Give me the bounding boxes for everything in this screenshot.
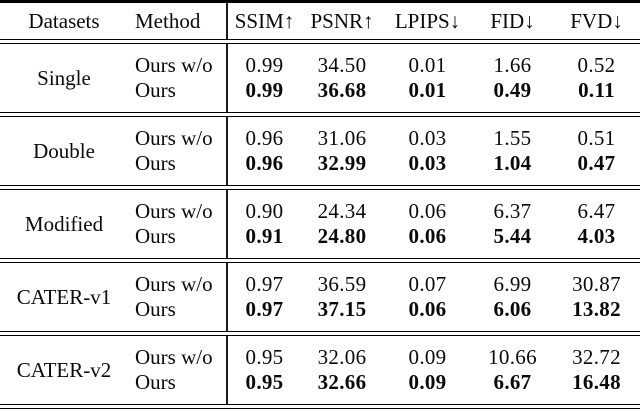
lpips-value: 0.06 — [408, 224, 447, 248]
fvd-value: 13.82 — [572, 297, 621, 321]
fvd-value: 6.47 — [577, 199, 616, 223]
fid-value: 0.49 — [493, 78, 532, 102]
dataset-label: CATER-v1 — [16, 284, 112, 309]
fid-value: 6.67 — [493, 370, 532, 394]
fvd-value: 0.51 — [577, 126, 616, 150]
double-rule — [0, 39, 640, 44]
fvd-value: 16.48 — [572, 370, 621, 394]
header-divider — [0, 39, 640, 44]
psnr-value: 24.34 — [317, 199, 367, 223]
table-row: Modified Ours w/o 0.90 24.34 0.06 6.37 6… — [0, 190, 640, 236]
fid-value: 6.99 — [493, 272, 532, 296]
double-rule — [0, 112, 640, 117]
psnr-value: 32.06 — [317, 345, 367, 369]
ssim-value: 0.97 — [245, 272, 284, 296]
group-divider — [0, 258, 640, 263]
double-rule — [0, 185, 640, 190]
lpips-value: 0.01 — [408, 53, 447, 77]
method-cell: Ours w/o — [128, 190, 228, 224]
lpips-value: 0.09 — [408, 345, 447, 369]
bottom-rule — [0, 404, 640, 409]
fvd-value: 0.52 — [577, 53, 616, 77]
table-row: CATER-v1 Ours w/o 0.97 36.59 0.07 6.99 3… — [0, 263, 640, 309]
lpips-value: 0.03 — [408, 126, 447, 150]
lpips-value: 0.09 — [408, 370, 447, 394]
method-cell: Ours — [128, 224, 228, 258]
lpips-value: 0.07 — [408, 272, 447, 296]
method-cell: Ours w/o — [128, 117, 228, 151]
col-header-method: Method — [128, 1, 228, 39]
table-row: Ours 0.95 32.66 0.09 6.67 16.48 — [0, 370, 640, 404]
psnr-value: 37.15 — [317, 297, 367, 321]
ssim-value: 0.96 — [245, 126, 284, 150]
double-rule — [0, 258, 640, 263]
method-cell: Ours — [128, 370, 228, 404]
psnr-value: 32.66 — [317, 370, 367, 394]
lpips-value: 0.06 — [408, 297, 447, 321]
dataset-label: Double — [33, 138, 95, 163]
col-header-fid: FID↓ — [490, 8, 535, 33]
method-cell: Ours w/o — [128, 44, 228, 78]
header-row: Datasets Method SSIM↑ PSNR↑ LPIPS↓ FID↓ … — [0, 1, 640, 39]
table-row: Double Ours w/o 0.96 31.06 0.03 1.55 0.5… — [0, 117, 640, 163]
fid-value: 6.37 — [493, 199, 532, 223]
dataset-label: Single — [37, 65, 91, 90]
ssim-value: 0.90 — [245, 199, 284, 223]
method-cell: Ours — [128, 297, 228, 331]
table-row: Ours 0.96 32.99 0.03 1.04 0.47 — [0, 151, 640, 185]
table-row: Ours 0.91 24.80 0.06 5.44 4.03 — [0, 224, 640, 258]
col-header-datasets: Datasets — [28, 8, 100, 33]
table-row: Ours 0.97 37.15 0.06 6.06 13.82 — [0, 297, 640, 331]
fvd-value: 30.87 — [572, 272, 621, 296]
fvd-value: 0.47 — [577, 151, 616, 175]
ssim-value: 0.97 — [245, 297, 284, 321]
psnr-value: 32.99 — [317, 151, 367, 175]
fid-value: 1.55 — [493, 126, 532, 150]
psnr-value: 31.06 — [317, 126, 367, 150]
double-rule — [0, 331, 640, 336]
fid-value: 5.44 — [493, 224, 532, 248]
col-header-lpips: LPIPS↓ — [394, 8, 461, 33]
col-header-ssim: SSIM↑ — [234, 8, 295, 33]
ssim-value: 0.95 — [245, 370, 284, 394]
fid-value: 1.66 — [493, 53, 532, 77]
table-row: CATER-v2 Ours w/o 0.95 32.06 0.09 10.66 … — [0, 336, 640, 382]
lpips-value: 0.03 — [408, 151, 447, 175]
fid-value: 10.66 — [488, 345, 537, 369]
col-header-psnr: PSNR↑ — [310, 8, 374, 33]
table-row: Single Ours w/o 0.99 34.50 0.01 1.66 0.5… — [0, 44, 640, 90]
psnr-value: 36.59 — [317, 272, 367, 296]
dataset-label: Modified — [24, 211, 104, 236]
dataset-label: CATER-v2 — [16, 357, 112, 382]
lpips-value: 0.01 — [408, 78, 447, 102]
fvd-value: 4.03 — [577, 224, 616, 248]
group-divider — [0, 185, 640, 190]
col-header-fvd: FVD↓ — [570, 8, 623, 33]
method-cell: Ours w/o — [128, 336, 228, 370]
psnr-value: 24.80 — [317, 224, 367, 248]
psnr-value: 34.50 — [317, 53, 367, 77]
fvd-value: 32.72 — [572, 345, 621, 369]
ssim-value: 0.99 — [245, 53, 284, 77]
method-cell: Ours — [128, 78, 228, 112]
ssim-value: 0.96 — [245, 151, 284, 175]
fvd-value: 0.11 — [578, 78, 615, 102]
ssim-value: 0.95 — [245, 345, 284, 369]
ssim-value: 0.99 — [245, 78, 284, 102]
group-divider — [0, 112, 640, 117]
group-divider — [0, 331, 640, 336]
lpips-value: 0.06 — [408, 199, 447, 223]
psnr-value: 36.68 — [317, 78, 367, 102]
ssim-value: 0.91 — [245, 224, 284, 248]
fid-value: 1.04 — [493, 151, 532, 175]
method-cell: Ours w/o — [128, 263, 228, 297]
method-cell: Ours — [128, 151, 228, 185]
table-row: Ours 0.99 36.68 0.01 0.49 0.11 — [0, 78, 640, 112]
fid-value: 6.06 — [493, 297, 532, 321]
double-rule — [0, 404, 640, 409]
